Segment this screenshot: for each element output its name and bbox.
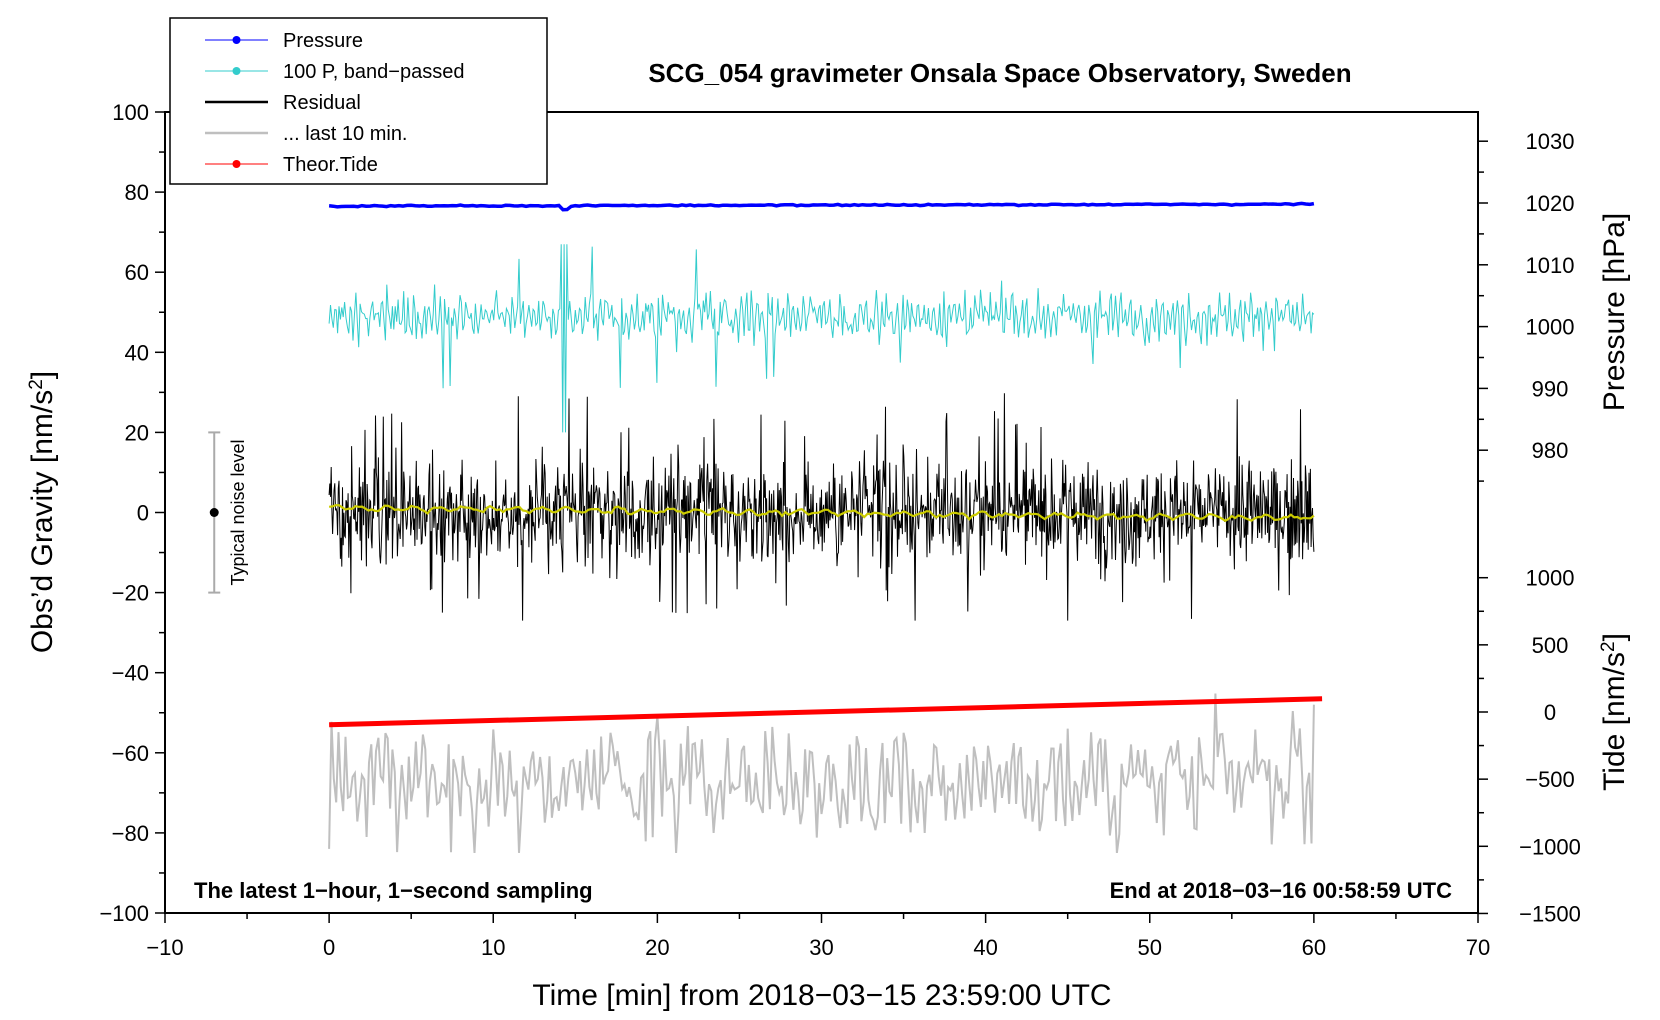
pressure-tick-label: 990 bbox=[1532, 376, 1569, 401]
y-tick-label: 60 bbox=[125, 260, 149, 285]
tide-tick-label: 0 bbox=[1544, 700, 1556, 725]
pressure-tick-label: 1020 bbox=[1526, 191, 1575, 216]
series-theor-tide bbox=[329, 696, 1323, 728]
tide-tick-label: −1500 bbox=[1519, 901, 1581, 926]
noise-level-label: Typical noise level bbox=[228, 439, 248, 585]
x-tick-label: 0 bbox=[323, 935, 335, 960]
legend-label: Pressure bbox=[283, 30, 363, 52]
y-axis-left: 100 80 60 40 20 0 −20 −40 −60 −80 −100 bbox=[99, 100, 165, 926]
series-residual bbox=[328, 393, 1315, 621]
tide-tick-label: 500 bbox=[1532, 633, 1569, 658]
y-tick-label: −40 bbox=[112, 661, 149, 686]
y-axis-title: Obs’d Gravity [nm/s2] bbox=[26, 371, 60, 653]
chart-title: SCG_054 gravimeter Onsala Space Observat… bbox=[648, 58, 1351, 88]
tide-axis-title: Tide [nm/s2] bbox=[1598, 633, 1632, 791]
legend-label: Residual bbox=[283, 92, 361, 114]
x-axis: −10 0 10 20 30 40 50 60 70 bbox=[146, 913, 1490, 960]
pressure-tick-label: 1000 bbox=[1526, 315, 1575, 340]
series-last-10-min bbox=[328, 693, 1315, 854]
y-tick-label: 80 bbox=[125, 180, 149, 205]
y-tick-label: −60 bbox=[112, 741, 149, 766]
pressure-tick-label: 980 bbox=[1532, 438, 1569, 463]
pressure-tick-label: 1030 bbox=[1526, 129, 1575, 154]
noise-level-center-dot bbox=[209, 508, 219, 517]
y-axis-tide: 1000 500 0 −500 −1000 −1500 Tide [nm/s2] bbox=[1478, 566, 1632, 926]
x-axis-title: Time [min] from 2018−03−15 23:59:00 UTC bbox=[532, 979, 1111, 1012]
series-residual-smoothed bbox=[328, 504, 1315, 523]
legend-item: Theor.Tide bbox=[205, 154, 378, 176]
pressure-axis-title: Pressure [hPa] bbox=[1598, 213, 1631, 411]
note-end-time: End at 2018−03−16 00:58:59 UTC bbox=[1110, 878, 1453, 903]
y-tick-label: 100 bbox=[112, 100, 149, 125]
x-tick-label: −10 bbox=[146, 935, 183, 960]
legend-label: Theor.Tide bbox=[283, 154, 378, 176]
x-tick-label: 30 bbox=[809, 935, 833, 960]
tide-tick-label: −500 bbox=[1525, 767, 1575, 792]
x-tick-label: 20 bbox=[645, 935, 669, 960]
note-sampling: The latest 1−hour, 1−second sampling bbox=[194, 878, 593, 903]
x-tick-label: 60 bbox=[1302, 935, 1326, 960]
x-tick-label: 70 bbox=[1466, 935, 1490, 960]
legend-item: Residual bbox=[205, 92, 361, 114]
legend-item: ... last 10 min. bbox=[205, 123, 408, 145]
series-pressure bbox=[328, 201, 1315, 212]
y-tick-label: −20 bbox=[112, 581, 149, 606]
legend-item: Pressure bbox=[205, 30, 363, 52]
noise-level-bar: Typical noise level bbox=[208, 431, 248, 594]
pressure-tick-label: 1010 bbox=[1526, 253, 1575, 278]
y-tick-label: 0 bbox=[137, 501, 149, 526]
legend-item: 100 P, band−passed bbox=[205, 61, 464, 83]
tide-tick-label: −1000 bbox=[1519, 834, 1581, 859]
series-pressure-bandpassed bbox=[328, 244, 1315, 433]
x-tick-label: 50 bbox=[1138, 935, 1162, 960]
y-tick-label: 40 bbox=[125, 340, 149, 365]
y-tick-label: 20 bbox=[125, 420, 149, 445]
legend-label: ... last 10 min. bbox=[283, 123, 408, 145]
legend-label: 100 P, band−passed bbox=[283, 61, 464, 83]
tide-tick-label: 1000 bbox=[1526, 566, 1575, 591]
x-tick-label: 10 bbox=[481, 935, 505, 960]
x-tick-label: 40 bbox=[973, 935, 997, 960]
y-axis-pressure: 1030 1020 1010 1000 990 980 Pressure [hPa] bbox=[1478, 129, 1631, 482]
y-tick-label: −80 bbox=[112, 821, 149, 846]
legend: Pressure 100 P, band−passed Residual ... la… bbox=[169, 17, 548, 185]
y-tick-label: −100 bbox=[99, 901, 149, 926]
